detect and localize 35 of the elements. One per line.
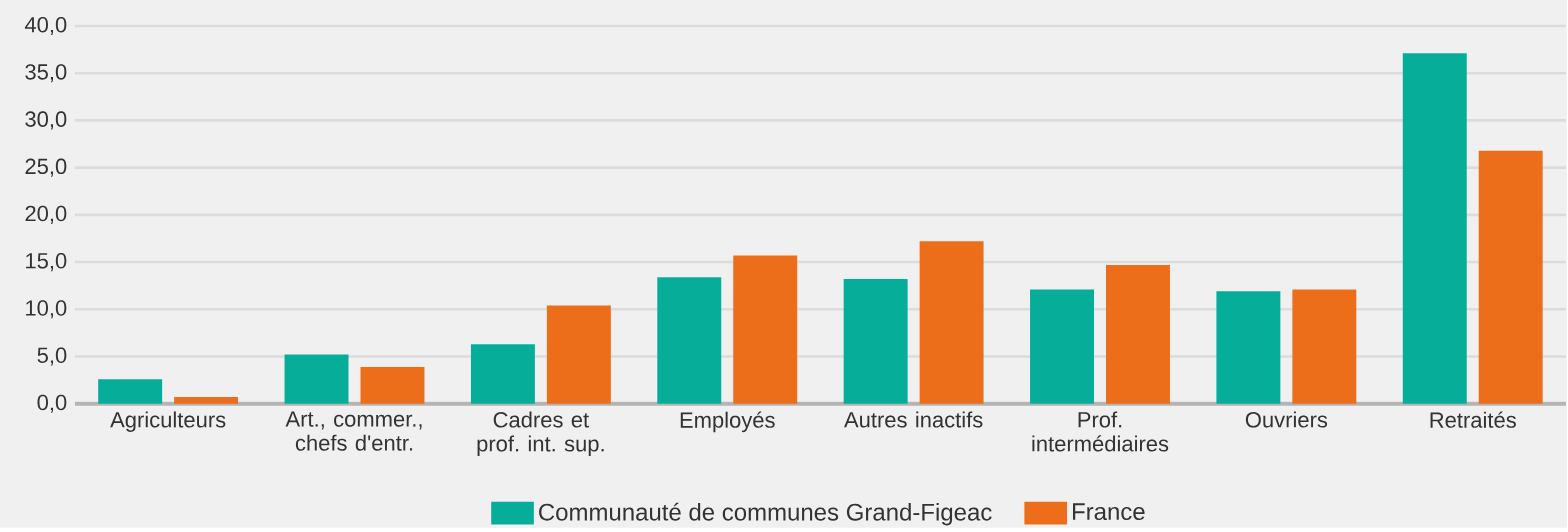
bar [174, 397, 239, 404]
x-tick-label: Prof. intermédiaires [1032, 411, 1169, 452]
bar [98, 379, 163, 404]
legend-label: Communauté de communes Grand-Figeac [539, 502, 992, 526]
x-tick-label: Cadres et prof. int. sup. [477, 411, 604, 457]
x-tick-label: Agriculteurs [110, 411, 226, 433]
bar [360, 367, 425, 404]
bar [546, 305, 611, 404]
bar [284, 354, 349, 404]
bar [1478, 150, 1543, 404]
bar [470, 344, 535, 404]
x-tick-label: Employés [680, 411, 775, 433]
y-tick-label: 0,0 [37, 394, 67, 413]
bar [1402, 53, 1467, 404]
y-tick-label: 20,0 [25, 205, 67, 225]
y-tick-label: 35,0 [25, 64, 67, 83]
x-tick-label: Autres inactifs [844, 411, 983, 428]
y-tick-label: 10,0 [26, 300, 67, 319]
bar [657, 277, 722, 404]
y-tick-label: 5,0 [37, 347, 67, 366]
bar [1106, 265, 1170, 404]
y-tick-label: 40,0 [24, 17, 67, 36]
x-tick-label: Retraités [1430, 411, 1516, 428]
bar [843, 279, 908, 404]
bar [1030, 289, 1094, 404]
bar [919, 241, 984, 404]
bar [1216, 291, 1281, 404]
x-tick-label: Art., commer., chefs d'entr. [285, 411, 422, 451]
legend-label: France [1073, 503, 1145, 521]
y-tick-label: 30,0 [25, 111, 67, 130]
y-tick-label: 15,0 [26, 253, 67, 272]
bar [1292, 289, 1357, 404]
bar [733, 255, 798, 404]
x-tick-label: Ouvriers [1245, 411, 1328, 428]
y-tick-label: 25,0 [25, 158, 67, 177]
